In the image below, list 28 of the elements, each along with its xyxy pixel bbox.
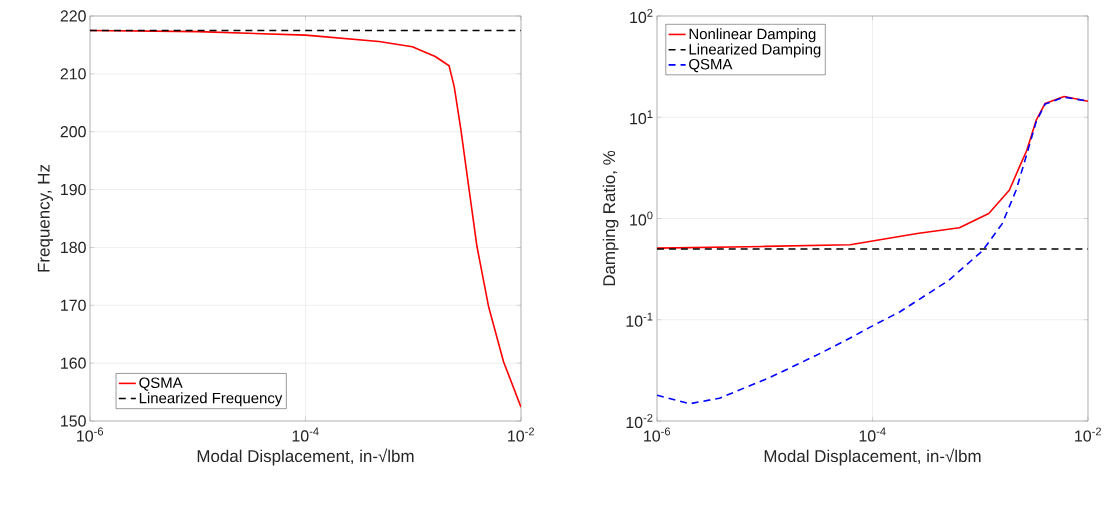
x-tick-label: 10$^{-2}$ <box>1075 427 1102 442</box>
x-tick-label: 10$^{-6}$ <box>77 427 104 442</box>
x-axis-title: Modal Displacement, in-√lbm <box>197 448 414 466</box>
legend-label: Linearized Frequency <box>139 392 283 407</box>
legend-label: QSMA <box>689 58 733 73</box>
legend-label: QSMA <box>139 377 183 391</box>
y-tick-label: 10$^{2}$ <box>630 8 653 24</box>
x-tick-label: 10$^{-4}$ <box>292 427 319 442</box>
y-tick-label: 170 <box>61 299 86 311</box>
legend-label: Nonlinear Damping <box>689 28 816 43</box>
x-tick-label: 10$^{-6}$ <box>644 427 671 442</box>
legend-label: Linearized Damping <box>689 43 821 58</box>
y-axis-title: Frequency, Hz <box>37 164 54 272</box>
y-tick-label: 10$^{0}$ <box>630 211 653 226</box>
y-tick-label: 200 <box>60 126 86 138</box>
x-axis-title: Modal Displacement, in-√lbm <box>764 448 981 466</box>
y-axis-title: Damping Ratio, % <box>602 150 619 286</box>
y-tick-label: 10$^{1}$ <box>630 110 653 125</box>
y-tick-label: 190 <box>61 183 86 196</box>
y-tick-label: 210 <box>60 68 86 80</box>
y-tick-label: 180 <box>61 241 86 254</box>
x-tick-label: 10$^{-4}$ <box>859 427 886 442</box>
x-tick-label: 10$^{-2}$ <box>508 427 535 442</box>
y-tick-label: 160 <box>61 357 86 369</box>
y-tick-label: 10$^{-1}$ <box>626 312 653 327</box>
y-tick-label: 150 <box>61 415 86 427</box>
y-tick-label: 220 <box>60 10 86 22</box>
y-tick-label: 10$^{-2}$ <box>626 413 653 429</box>
